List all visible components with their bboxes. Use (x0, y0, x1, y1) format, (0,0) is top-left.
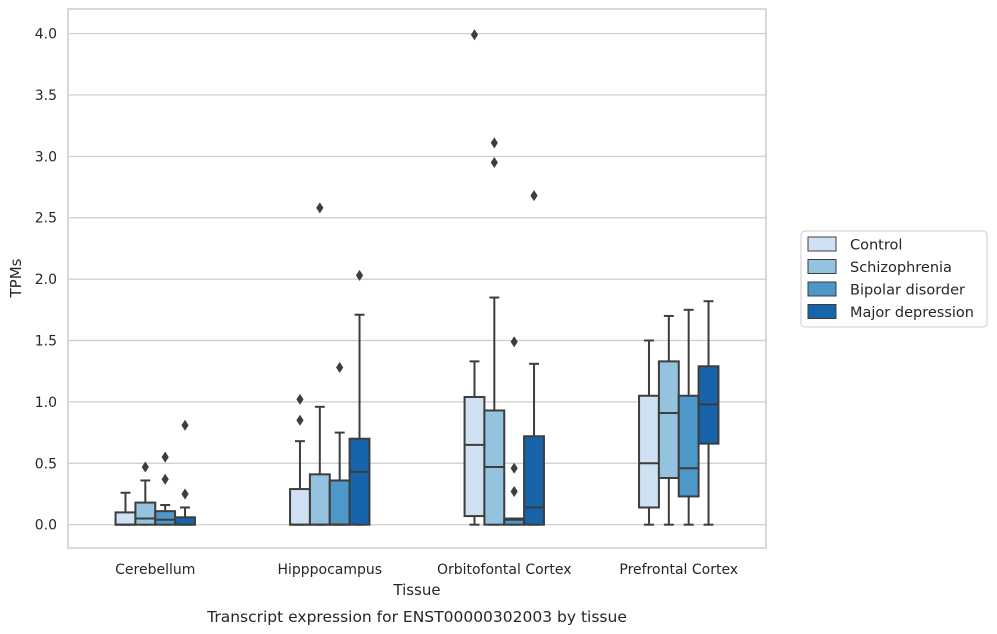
outlier-point (161, 473, 169, 485)
box (348, 269, 371, 526)
y-tick-label: 2.0 (35, 272, 57, 288)
box-body (657, 360, 680, 480)
box-body (677, 394, 700, 498)
box (174, 419, 196, 526)
y-tick-label: 0.5 (35, 456, 57, 472)
legend-swatch (807, 236, 837, 252)
outlier-point (316, 202, 324, 214)
outlier-point (161, 451, 169, 463)
outlier-point (296, 414, 304, 426)
box-body (134, 501, 157, 526)
outlier-point (490, 137, 498, 149)
outlier-point (141, 461, 149, 473)
legend-label: Major depression (850, 305, 974, 321)
y-tick-labels: 0.0 0.5 1.0 1.5 2.0 2.5 3.0 3.5 4.0 (35, 27, 57, 534)
x-tick-labels: Cerebellum Hipppocampus Orbitofontal Corte… (115, 562, 738, 578)
box (638, 339, 660, 526)
box (483, 137, 506, 526)
x-tick-label: Hipppocampus (277, 562, 382, 578)
plot-area (114, 29, 720, 526)
outlier-point (510, 336, 518, 348)
x-axis-title: Tissue (392, 581, 440, 599)
legend-label: Control (850, 238, 902, 254)
box-body (289, 488, 311, 526)
outlier-point (355, 269, 364, 281)
y-tick-label: 4.0 (35, 27, 57, 43)
outlier-point (530, 190, 538, 202)
box (503, 336, 526, 526)
plot-frame (67, 8, 767, 549)
y-tick-label: 1.0 (35, 395, 57, 411)
chart-caption: Transcript expression for ENST0000030200… (206, 608, 627, 626)
box (308, 202, 331, 526)
legend-swatch (807, 304, 837, 319)
legend-swatch (807, 259, 837, 274)
outlier-point (296, 393, 304, 405)
box (154, 451, 177, 526)
x-tick-label: Prefrontal Cortex (619, 562, 738, 578)
box (697, 300, 720, 526)
x-tick-label: Orbitofontal Cortex (437, 562, 572, 578)
box-body (308, 473, 331, 526)
y-tick-label: 2.5 (35, 211, 57, 227)
legend-label: Schizophrenia (850, 260, 952, 276)
legend-swatch (807, 281, 837, 297)
x-tick-label: Cerebellum (115, 562, 195, 578)
y-tick-label: 0.0 (35, 518, 57, 534)
outlier-point (181, 488, 189, 500)
legend-label: Bipolar disorder (850, 283, 965, 299)
outlier-point (510, 486, 518, 498)
outlier-point (510, 462, 518, 474)
outlier-point (470, 29, 479, 41)
y-tick-label: 3.5 (35, 88, 57, 104)
y-axis-title: TPMs (7, 258, 25, 298)
y-tick-label: 1.5 (35, 334, 57, 350)
legend: Control Schizophrenia Bipolar disorder Majo… (800, 230, 988, 328)
outlier-point (336, 362, 344, 374)
box-body (348, 437, 371, 526)
box (463, 29, 486, 526)
box-body (463, 395, 486, 518)
box-body (523, 435, 545, 526)
box (677, 308, 700, 526)
box (523, 190, 545, 526)
outlier-point (490, 156, 498, 168)
box (134, 461, 157, 526)
box-body (638, 394, 660, 509)
box (114, 491, 137, 526)
box-body (154, 510, 177, 526)
box-body (174, 516, 196, 526)
box-body (114, 511, 137, 526)
legend-frame (800, 230, 988, 328)
y-tick-label: 3.0 (35, 149, 57, 165)
outlier-point (181, 419, 189, 431)
box (657, 314, 680, 526)
box-body (328, 479, 351, 526)
